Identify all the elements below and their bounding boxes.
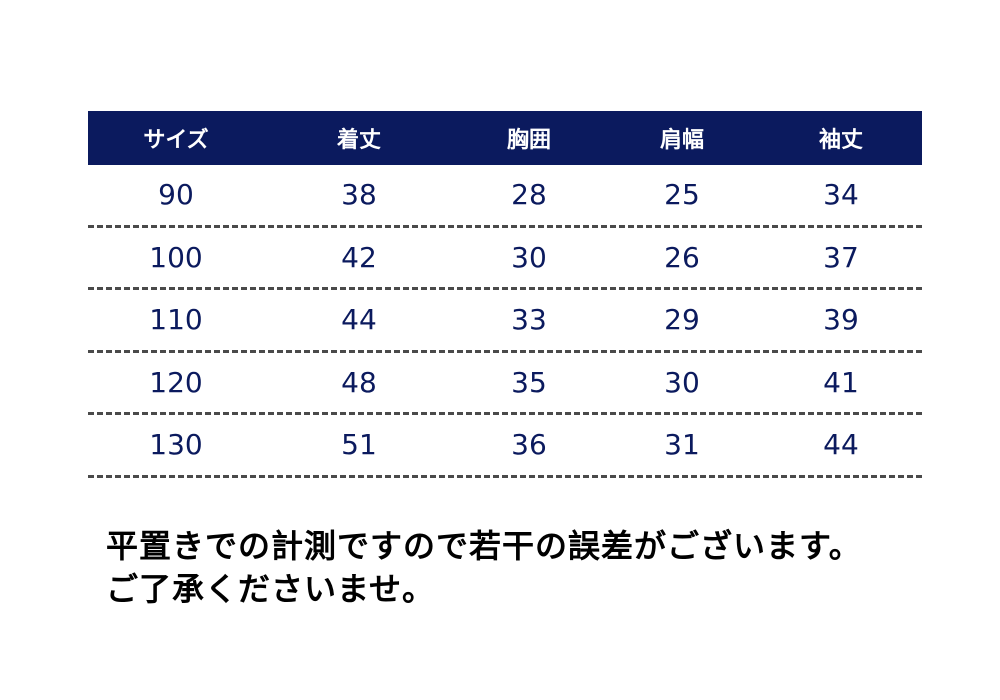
cell-chest: 28 (511, 178, 547, 212)
cell-sleeve: 44 (823, 428, 859, 462)
cell-size: 90 (158, 178, 194, 212)
cell-size: 120 (149, 365, 203, 399)
header-length: 着丈 (336, 128, 381, 153)
cell-sleeve: 37 (823, 240, 859, 274)
cell-shoulder: 29 (664, 303, 700, 337)
cell-length: 44 (341, 303, 377, 337)
header-shoulder: 肩幅 (659, 128, 704, 153)
table-row: 100 42 30 26 37 (88, 228, 922, 290)
cell-chest: 36 (511, 428, 547, 462)
cell-length: 42 (341, 240, 377, 274)
cell-chest: 30 (511, 240, 547, 274)
cell-size: 110 (149, 303, 203, 337)
cell-sleeve: 39 (823, 303, 859, 337)
header-size: サイズ (143, 128, 209, 153)
cell-shoulder: 31 (664, 428, 700, 462)
note-line-2: ご了承くださいませ。 (106, 570, 436, 608)
cell-shoulder: 26 (664, 240, 700, 274)
table-row: 130 51 36 31 44 (88, 415, 922, 478)
cell-size: 100 (149, 240, 203, 274)
cell-length: 38 (341, 178, 377, 212)
size-table: サイズ 着丈 胸囲 肩幅 袖丈 90 38 28 25 34 100 42 30… (88, 111, 922, 478)
header-chest: 胸囲 (506, 128, 551, 153)
header-sleeve: 袖丈 (818, 128, 863, 153)
table-row: 120 48 35 30 41 (88, 353, 922, 415)
cell-sleeve: 41 (823, 365, 859, 399)
note-line-1: 平置きでの計測ですので若干の誤差がございます。 (106, 527, 862, 565)
table-header: サイズ 着丈 胸囲 肩幅 袖丈 (88, 111, 922, 165)
cell-sleeve: 34 (823, 178, 859, 212)
cell-chest: 35 (511, 365, 547, 399)
cell-size: 130 (149, 428, 203, 462)
cell-length: 48 (341, 365, 377, 399)
measurement-note: 平置きでの計測ですので若干の誤差がございます。 ご了承くださいませ。 (106, 525, 966, 611)
table-row: 110 44 33 29 39 (88, 290, 922, 353)
cell-length: 51 (341, 428, 377, 462)
cell-shoulder: 25 (664, 178, 700, 212)
cell-shoulder: 30 (664, 365, 700, 399)
table-row: 90 38 28 25 34 (88, 165, 922, 228)
cell-chest: 33 (511, 303, 547, 337)
